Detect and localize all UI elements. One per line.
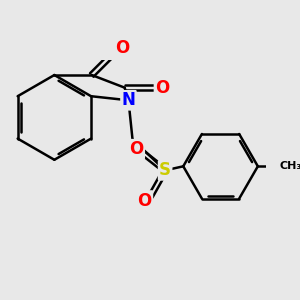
Text: CH₃: CH₃ [279, 161, 300, 171]
Text: S: S [159, 161, 171, 179]
Text: N: N [122, 91, 135, 109]
Text: O: O [130, 140, 144, 158]
Text: O: O [115, 39, 129, 57]
Text: O: O [155, 79, 169, 97]
Text: O: O [138, 191, 152, 209]
